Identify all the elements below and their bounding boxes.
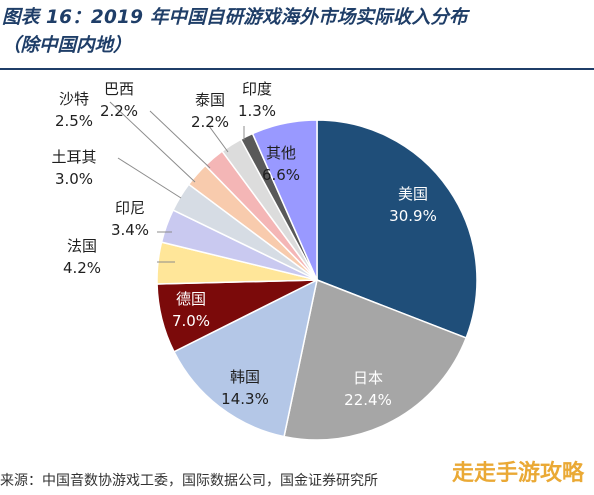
pie-slice [251, 119, 318, 281]
pie-slice [316, 119, 478, 339]
slice-label: 印度 [242, 80, 272, 98]
slice-label: 土耳其 [51, 148, 96, 166]
slice-label: 法国 [67, 237, 97, 255]
source-note: 来源：中国音数协游戏工委，国际数据公司，国金证券研究所 [0, 473, 378, 489]
slice-value-label: 7.0% [172, 312, 210, 330]
title-rule [0, 68, 594, 70]
slice-value-label: 22.4% [344, 391, 392, 409]
leader-line [109, 101, 196, 183]
chart-subtitle: （除中国内地） [2, 35, 132, 56]
title-block: 图表 16：2019 年中国自研游戏海外市场实际收入分布 （除中国内地） [0, 4, 594, 60]
slice-label: 其他 [266, 144, 296, 162]
slice-value-label: 3.4% [111, 221, 149, 239]
watermark: 走走手游攻略 [451, 461, 584, 486]
slice-label: 韩国 [230, 368, 260, 386]
slice-label: 美国 [398, 185, 428, 203]
slice-value-label: 2.2% [191, 113, 229, 131]
slice-value-label: 3.0% [55, 170, 93, 188]
pie-slice [172, 278, 319, 438]
slice-label: 泰国 [195, 91, 225, 109]
slice-value-label: 6.6% [262, 166, 300, 184]
pie-chart: 美国 30.9% 日本 22.4% 韩国 14.3% 德国 7.0% 法国 4.2% 印尼 3.4% 土… [51, 80, 478, 441]
slice-label: 德国 [176, 290, 206, 308]
slice-label: 巴西 [104, 80, 134, 98]
pie-slice [283, 278, 468, 441]
slice-value-label: 30.9% [389, 207, 437, 225]
chart-title: 图表 16：2019 年中国自研游戏海外市场实际收入分布 [2, 7, 468, 28]
leader-line [149, 110, 211, 169]
slice-label: 日本 [353, 369, 383, 387]
slice-value-label: 4.2% [63, 259, 101, 277]
leader-line [208, 125, 229, 153]
leader-line [117, 157, 182, 199]
slice-value-label: 1.3% [238, 102, 276, 120]
slice-label: 印尼 [115, 199, 145, 217]
slice-label: 沙特 [59, 90, 89, 108]
slice-value-label: 14.3% [221, 390, 269, 408]
slice-value-label: 2.2% [100, 102, 138, 120]
slice-value-label: 2.5% [55, 112, 93, 130]
